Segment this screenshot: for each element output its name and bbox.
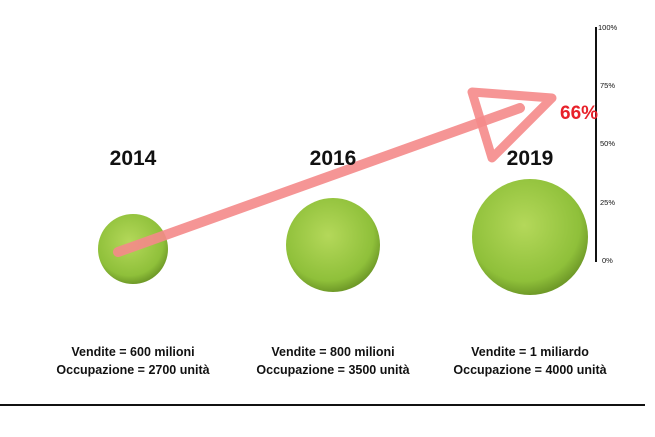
year: 2014 [110,147,157,170]
circle [286,198,380,292]
employment: Occupazione = 4000 unità [453,363,606,377]
year: 2016 [310,147,357,170]
annotation: 66% [560,103,598,124]
tick-label: 50% [600,139,615,148]
trend-arrow [113,103,525,257]
employment: Occupazione = 3500 unità [256,363,409,377]
arrow-head [467,87,557,163]
sales: Vendite = 600 milioni [71,345,194,359]
tick-label: 25% [600,198,615,207]
tick-label: 100% [598,23,618,32]
employment: Occupazione = 2700 unità [56,363,209,377]
sales: Vendite = 1 miliardo [471,345,589,359]
circle [472,179,588,295]
year: 2019 [507,147,554,170]
tick-label: 75% [600,81,615,90]
tick-label: 0% [602,256,613,265]
sales: Vendite = 800 milioni [271,345,394,359]
